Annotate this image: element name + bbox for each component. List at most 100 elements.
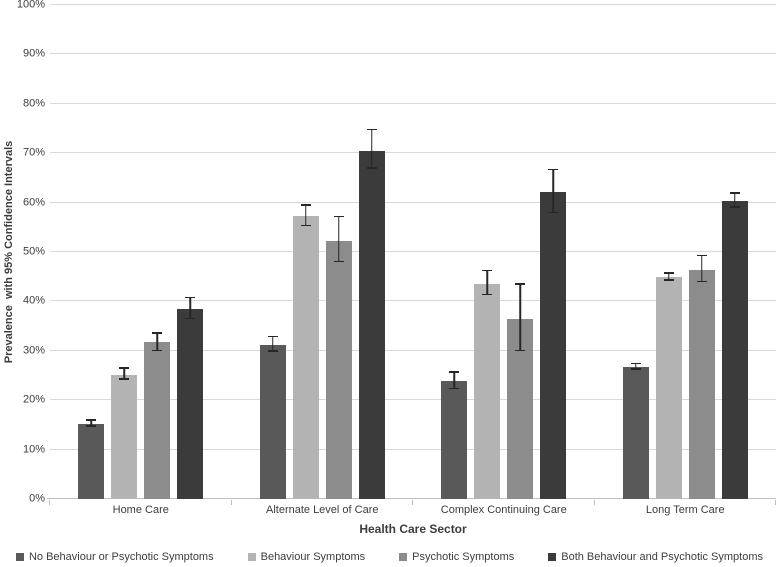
legend-item: Psychotic Symptoms: [399, 551, 514, 563]
category-label: Home Care: [112, 504, 169, 516]
bar-slot: [358, 5, 385, 499]
legend-swatch-icon: [399, 553, 408, 561]
bar: [144, 342, 171, 499]
bar-group: [50, 5, 232, 499]
error-bar-line: [635, 364, 637, 370]
bar-slot: [325, 5, 352, 499]
bar: [259, 345, 286, 499]
error-bar-cap-top: [119, 367, 130, 369]
error-bar-cap-bottom: [366, 167, 377, 169]
error-bar-cap-bottom: [185, 317, 196, 320]
error-bar-cap-top: [548, 168, 559, 170]
x-axis-tick: [230, 500, 232, 505]
bar-slot: [144, 5, 171, 499]
error-bar-cap-bottom: [267, 350, 278, 352]
y-tick-label: 60%: [22, 196, 45, 209]
legend-item: No Behaviour or Psychotic Symptoms: [15, 551, 214, 563]
bars-layer: [50, 5, 776, 499]
x-axis-tick: [593, 500, 595, 505]
bar-slot: [622, 5, 649, 499]
y-tick-label: 40%: [22, 294, 45, 307]
error-bar-cap-top: [729, 192, 740, 194]
bar: [78, 423, 105, 499]
x-axis-tick: [775, 500, 776, 505]
bar: [111, 374, 138, 499]
error-bar-line: [668, 273, 670, 281]
legend: No Behaviour or Psychotic Symptoms Behavi…: [0, 551, 779, 563]
bar-slot: [441, 5, 468, 499]
category-label: Complex Continuing Care: [440, 504, 567, 516]
legend-swatch-icon: [15, 553, 24, 561]
gridline: [50, 251, 776, 252]
gridline: [50, 300, 776, 302]
category-label: Alternate Level of Care: [265, 504, 379, 516]
error-bar-cap-bottom: [152, 349, 163, 352]
legend-swatch-icon: [548, 553, 557, 561]
error-bar-line: [272, 337, 274, 352]
error-bar-line: [519, 284, 521, 352]
error-bar-line: [90, 420, 92, 427]
bar: [540, 192, 567, 499]
bar-slot: [688, 5, 715, 499]
gridline: [50, 201, 776, 203]
error-bar-cap-top: [449, 371, 460, 373]
bar-slot: [292, 5, 319, 499]
gridline: [50, 152, 776, 154]
error-bar-cap-bottom: [696, 280, 707, 283]
error-bar-line: [305, 205, 307, 227]
bar: [358, 150, 385, 499]
y-tick-label: 90%: [22, 47, 45, 60]
x-axis-tick: [49, 500, 50, 505]
error-bar-line: [338, 217, 340, 263]
bar: [688, 269, 715, 499]
bar: [474, 283, 501, 499]
bar-slot: [655, 5, 682, 499]
error-bar-cap-top: [152, 332, 163, 334]
error-bar-line: [371, 130, 373, 169]
x-axis-title: Health Care Sector: [359, 522, 467, 536]
bar: [441, 380, 468, 499]
bar-slot: [259, 5, 286, 499]
y-tick-label: 0%: [29, 492, 45, 505]
error-bar-cap-bottom: [663, 279, 674, 281]
error-bar-line: [123, 368, 125, 380]
legend-label: Behaviour Symptoms: [260, 551, 366, 563]
bar-slot: [474, 5, 501, 499]
error-bar-cap-bottom: [300, 224, 311, 227]
error-bar-cap-bottom: [548, 211, 559, 214]
gridline: [50, 53, 776, 55]
x-axis-line: [47, 498, 776, 499]
error-bar-cap-top: [366, 128, 377, 131]
legend-swatch-icon: [247, 553, 256, 561]
y-tick-label: 50%: [22, 245, 45, 258]
error-bar-line: [552, 170, 554, 214]
x-axis-tick: [412, 500, 413, 505]
error-bar-line: [486, 271, 488, 296]
error-bar-cap-bottom: [515, 349, 526, 352]
error-bar-cap-top: [482, 269, 493, 272]
category-label: Long Term Care: [645, 504, 725, 516]
legend-label: Psychotic Symptoms: [412, 551, 515, 563]
bar: [177, 308, 204, 499]
error-bar-cap-top: [333, 215, 344, 218]
legend-item: Both Behaviour and Psychotic Symptoms: [548, 551, 763, 563]
error-bar-cap-bottom: [729, 206, 740, 208]
bar-slot: [507, 5, 534, 499]
error-bar-cap-bottom: [86, 425, 97, 427]
y-axis: 0% 10% 20% 30% 40% 50% 60% 70% 80% 90% 100%: [0, 0, 45, 504]
bar: [655, 277, 682, 499]
bar: [292, 216, 319, 499]
y-tick-label: 70%: [22, 146, 45, 159]
gridline: [50, 349, 776, 351]
bar-slot: [177, 5, 204, 499]
y-tick-label: 30%: [22, 344, 45, 357]
bar-slot: [540, 5, 567, 499]
error-bar-cap-bottom: [630, 368, 641, 370]
y-tick-label: 100%: [16, 0, 45, 11]
error-bar-cap-top: [630, 362, 641, 365]
bar-group: [595, 5, 777, 499]
error-bar-cap-bottom: [333, 260, 344, 263]
gridline: [50, 102, 776, 104]
bar-slot: [721, 5, 748, 499]
